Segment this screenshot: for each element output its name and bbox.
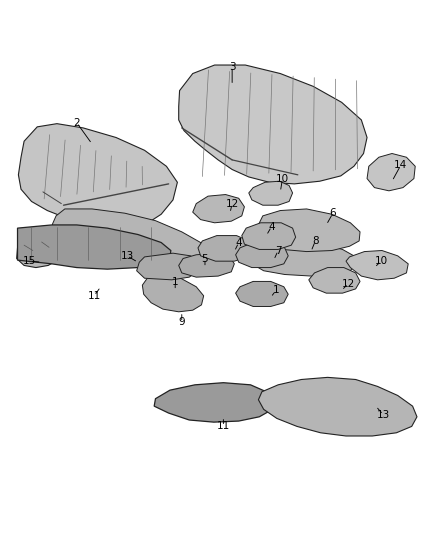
Text: 12: 12	[342, 279, 355, 288]
Text: 10: 10	[276, 174, 289, 183]
Text: 11: 11	[217, 422, 230, 431]
Polygon shape	[198, 236, 252, 261]
Text: 9: 9	[178, 318, 185, 327]
Polygon shape	[256, 209, 360, 252]
Polygon shape	[367, 154, 415, 191]
Text: 5: 5	[201, 254, 208, 263]
Polygon shape	[242, 223, 296, 249]
Text: 10: 10	[374, 256, 388, 266]
Text: 1: 1	[172, 278, 179, 287]
Text: 7: 7	[275, 246, 282, 255]
Polygon shape	[137, 253, 199, 280]
Polygon shape	[236, 281, 288, 306]
Polygon shape	[154, 383, 274, 422]
Text: 13: 13	[377, 410, 390, 419]
Polygon shape	[236, 243, 288, 268]
Text: 14: 14	[394, 160, 407, 170]
Text: 6: 6	[329, 208, 336, 218]
Text: 12: 12	[226, 199, 239, 208]
Polygon shape	[17, 241, 59, 268]
Text: 2: 2	[73, 118, 80, 127]
Polygon shape	[193, 195, 244, 223]
Text: 3: 3	[229, 62, 236, 71]
Polygon shape	[52, 209, 208, 268]
Polygon shape	[249, 241, 356, 276]
Text: 4: 4	[235, 238, 242, 247]
Text: 11: 11	[88, 291, 101, 301]
Text: 13: 13	[120, 251, 134, 261]
Text: 1: 1	[272, 286, 279, 295]
Polygon shape	[309, 268, 360, 293]
Polygon shape	[142, 273, 204, 312]
Polygon shape	[179, 253, 234, 277]
Polygon shape	[18, 225, 171, 269]
Polygon shape	[18, 124, 177, 227]
Polygon shape	[249, 181, 293, 205]
Text: 4: 4	[268, 222, 275, 231]
Text: 8: 8	[312, 236, 319, 246]
Polygon shape	[346, 251, 408, 280]
Polygon shape	[179, 65, 367, 184]
Polygon shape	[258, 377, 417, 436]
Text: 15: 15	[23, 256, 36, 266]
